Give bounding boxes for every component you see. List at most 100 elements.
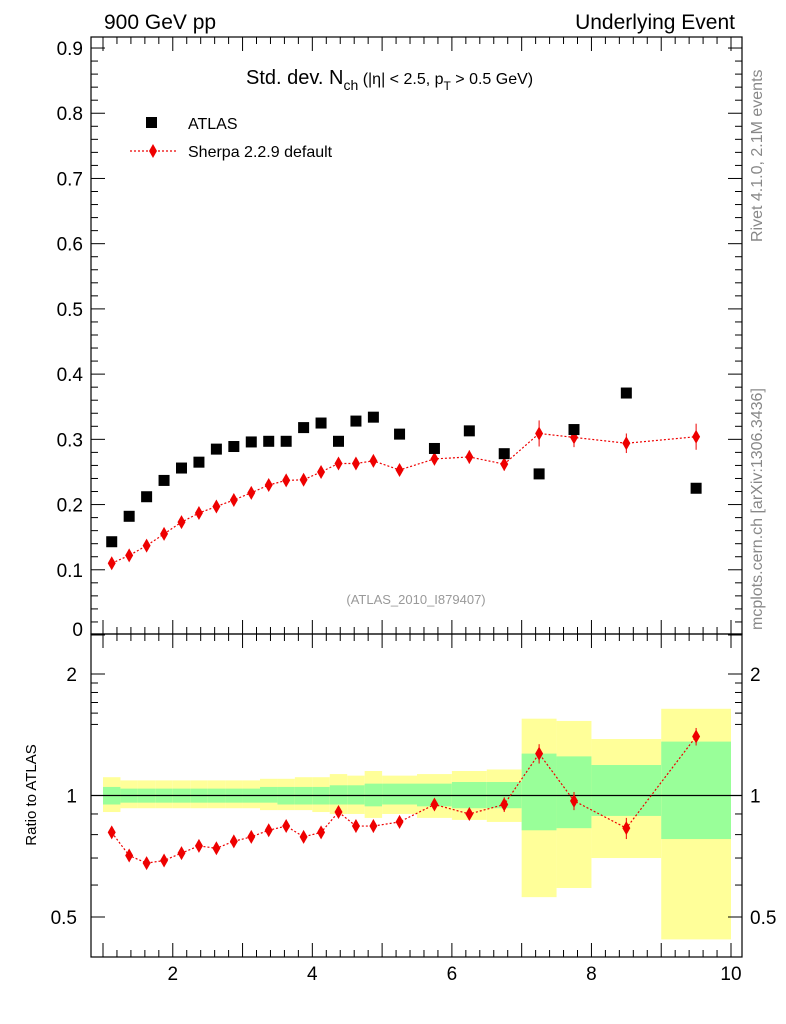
main-ytick-label: 0.7 xyxy=(57,169,83,190)
main-ytick-label: 0 xyxy=(72,620,83,641)
ratio-point xyxy=(334,805,343,820)
legend-mc-label: Sherpa 2.2.9 default xyxy=(188,144,333,161)
mc-point xyxy=(264,477,273,492)
ratio-band-green xyxy=(382,783,417,805)
side-label-mcplots: mcplots.cern.ch [arXiv:1306.3436] xyxy=(749,388,766,630)
ratio-point xyxy=(622,821,631,836)
ratio-y-label: Ratio to ATLAS xyxy=(23,744,40,845)
legend-atlas-label: ATLAS xyxy=(188,116,238,133)
ratio-point xyxy=(430,797,439,812)
ratio-ytick-label: 1 xyxy=(66,787,77,808)
atlas-point xyxy=(367,411,379,423)
mc-point xyxy=(160,526,169,541)
atlas-point xyxy=(498,448,510,460)
atlas-point xyxy=(620,387,632,399)
mc-point xyxy=(282,473,291,488)
atlas-point xyxy=(315,417,327,429)
ratio-band-green xyxy=(521,753,557,831)
atlas-point xyxy=(690,482,702,494)
title-main: Std. dev. N xyxy=(246,67,343,89)
mc-point xyxy=(212,499,221,514)
atlas-point xyxy=(141,491,153,503)
mc-point xyxy=(247,485,256,500)
atlas-point xyxy=(280,435,292,447)
ratio-ytick-label: 2 xyxy=(66,665,77,686)
mc-point xyxy=(317,464,326,479)
mc-point xyxy=(692,429,701,444)
ratio-point xyxy=(229,834,238,849)
mc-point xyxy=(125,548,134,563)
mc-point xyxy=(535,426,544,441)
xtick-label: 8 xyxy=(586,964,597,985)
ratio-ytick-label-right: 0.5 xyxy=(750,908,776,929)
mc-point xyxy=(177,515,186,530)
ratio-point xyxy=(194,838,203,853)
mc-point xyxy=(351,456,360,471)
mc-point xyxy=(465,449,474,464)
atlas-point xyxy=(568,424,580,436)
ratio-bands xyxy=(91,708,742,940)
ratio-point xyxy=(212,841,221,856)
ratio-point xyxy=(142,856,151,871)
main-ytick-label: 0.9 xyxy=(57,39,83,60)
legend-atlas-marker xyxy=(146,117,157,128)
mc-point xyxy=(334,456,343,471)
ratio-point xyxy=(535,746,544,761)
atlas-point xyxy=(298,422,310,434)
xtick-label: 2 xyxy=(167,964,178,985)
mc-point xyxy=(500,457,509,472)
ratio-plot-marks xyxy=(107,727,701,871)
main-ytick-label: 0.2 xyxy=(57,496,83,517)
mc-point xyxy=(622,436,631,451)
ratio-point xyxy=(395,814,404,829)
mc-point xyxy=(229,492,238,507)
ratio-point xyxy=(351,819,360,834)
title-sub2: T xyxy=(444,79,452,93)
main-ytick-label: 0.6 xyxy=(57,235,83,256)
ratio-point xyxy=(282,819,291,834)
ratio-point xyxy=(299,829,308,844)
title-rest2: > 0.5 GeV) xyxy=(451,71,533,88)
axis-ticks: 0 0.1 0.2 0.3 0.4 0.5 0.6 0.7 0.8 0.9 2 4 6 8 10 0.5 0.5… xyxy=(51,37,776,985)
ratio-point xyxy=(177,846,186,861)
atlas-point xyxy=(463,425,475,437)
atlas-point xyxy=(123,510,135,522)
atlas-point xyxy=(193,456,205,468)
ratio-point xyxy=(160,853,169,868)
title-sub: ch xyxy=(343,77,358,93)
mc-point xyxy=(299,472,308,487)
ratio-point xyxy=(107,825,116,840)
legend-mc-marker xyxy=(149,144,157,158)
analysis-watermark: (ATLAS_2010_I879407) xyxy=(346,592,485,607)
xtick-label: 10 xyxy=(720,964,741,985)
mc-line xyxy=(111,432,697,564)
main-ytick-label: 0.1 xyxy=(57,561,83,582)
ratio-point xyxy=(692,729,701,744)
main-ytick-label: 0.4 xyxy=(57,365,84,386)
atlas-point xyxy=(210,443,222,455)
main-plot-marks xyxy=(106,387,702,571)
atlas-point xyxy=(245,436,257,448)
mc-point xyxy=(194,506,203,521)
ratio-point xyxy=(247,829,256,844)
atlas-point xyxy=(228,441,240,453)
mc-point xyxy=(430,451,439,466)
ratio-point xyxy=(465,806,474,821)
plot-title: Std. dev. Nch (|η| < 2.5, pT > 0.5 GeV) xyxy=(246,67,533,93)
xtick-label: 4 xyxy=(307,964,318,985)
ratio-band-green xyxy=(591,765,662,816)
main-ytick-label: 0.3 xyxy=(57,430,83,451)
atlas-point xyxy=(533,468,545,480)
atlas-point xyxy=(394,428,406,440)
header-left: 900 GeV pp xyxy=(104,11,216,34)
mc-point xyxy=(369,453,378,468)
ratio-point xyxy=(125,848,134,863)
atlas-point xyxy=(106,536,118,548)
xtick-label: 6 xyxy=(447,964,458,985)
header-right: Underlying Event xyxy=(575,11,735,34)
title-rest1: (|η| < 2.5, p xyxy=(358,71,443,88)
mc-point xyxy=(107,556,116,571)
ratio-point xyxy=(500,797,509,812)
ratio-ytick-label-right: 1 xyxy=(750,787,761,808)
